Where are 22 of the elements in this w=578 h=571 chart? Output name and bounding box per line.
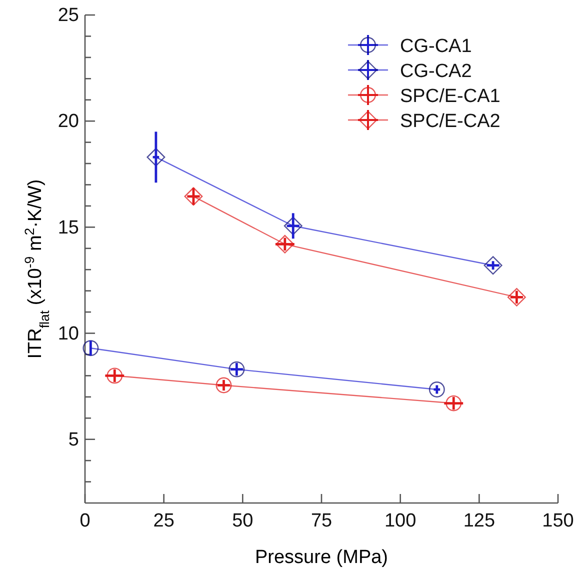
point — [184, 187, 203, 206]
point — [446, 395, 462, 412]
point — [106, 368, 123, 384]
x-tick-label: 0 — [80, 510, 90, 532]
x-tick-label: 75 — [310, 510, 332, 532]
legend-label: SPC/E-CA2 — [400, 111, 500, 132]
x-axis-title: Pressure (MPa) — [254, 547, 388, 568]
legend-label: SPC/E-CA1 — [400, 86, 500, 107]
legend-label: CG-CA2 — [400, 61, 472, 82]
x-tick-label: 125 — [463, 510, 496, 532]
y-tick-label: 25 — [58, 5, 79, 26]
x-tick-label: 50 — [232, 510, 254, 532]
x-tick-label: 150 — [542, 510, 574, 532]
x-tick-label: 25 — [153, 510, 174, 532]
y-tick-label: 5 — [68, 429, 79, 450]
y-tick-label: 20 — [58, 111, 79, 132]
legend-label: CG-CA1 — [400, 36, 472, 57]
point — [216, 377, 232, 394]
point — [276, 234, 294, 254]
y-tick-label: 15 — [58, 217, 79, 238]
x-tick-label: 100 — [384, 510, 416, 532]
y-tick-label: 10 — [58, 323, 79, 344]
